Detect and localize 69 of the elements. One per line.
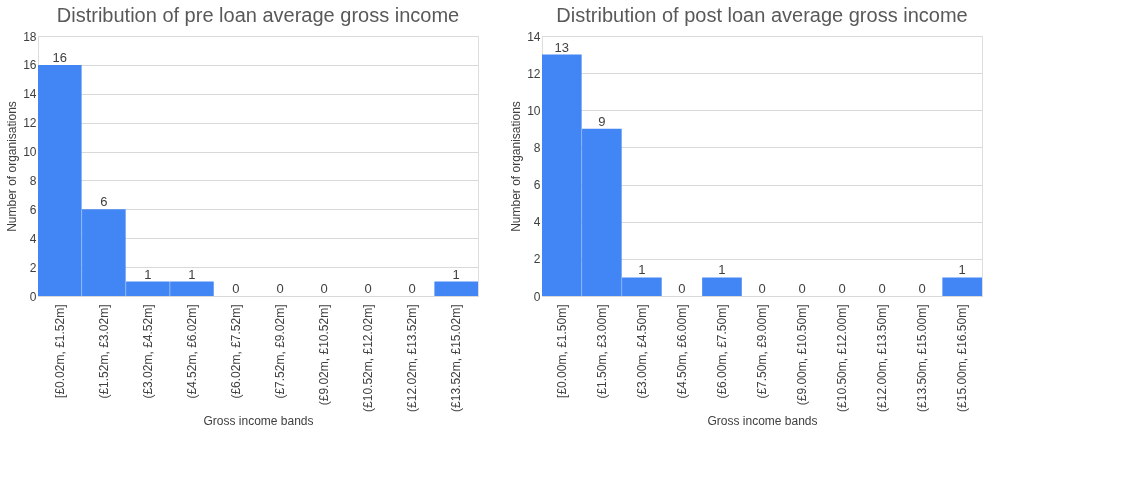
y-tick-label: 8 [533,140,541,155]
y-tick-label: 12 [527,66,541,81]
x-tick-label: (£6.00m, £7.50m] [714,304,729,399]
y-axis-title: Number of organisations [5,101,20,232]
data-label: 0 [758,281,766,296]
data-label: 0 [878,281,886,296]
data-label: 0 [232,281,240,296]
data-label: 13 [554,39,570,55]
bar [942,277,982,296]
data-label: 0 [918,281,926,296]
y-tick-label: 4 [29,231,37,246]
x-tick-label: (£13.52m, £15.02m] [449,304,464,412]
data-label: 1 [718,262,726,278]
x-tick-label: (£6.02m, £7.52m] [228,304,243,399]
x-tick-label: (£13.50m, £15.00m] [915,304,930,412]
data-label: 0 [276,281,284,296]
data-label: 1 [638,262,646,278]
y-tick-label: 2 [29,260,37,275]
data-label: 1 [144,266,152,282]
bar [702,277,742,296]
y-axis-title: Number of organisations [509,101,524,232]
x-tick-label: (£4.52m, £6.02m] [184,304,199,399]
y-tick-label: 4 [533,215,541,230]
x-tick-label: (£12.00m, £13.50m] [875,304,890,412]
y-tick-label: 14 [527,29,541,44]
data-label: 1 [452,266,460,282]
y-tick-label: 14 [23,87,37,102]
data-label: 0 [678,281,686,296]
y-tick-label: 0 [29,289,37,304]
y-tick-label: 8 [29,173,37,188]
x-tick-label: (£9.00m, £10.50m] [795,304,810,406]
data-label: 0 [798,281,806,296]
data-label: 0 [408,281,416,296]
chart-title: Distribution of pre loan average gross income [56,4,460,26]
x-tick-label: (£10.52m, £12.02m] [361,304,376,412]
y-tick-label: 16 [23,58,37,73]
data-label: 1 [958,262,966,278]
x-axis-title: Gross income bands [707,413,818,428]
x-tick-label: (£9.02m, £10.52m] [317,304,332,406]
chart-title: Distribution of post loan average gross income [556,4,968,26]
x-axis-title: Gross income bands [203,413,314,428]
data-label: 1 [188,266,196,282]
x-tick-label: (£7.50m, £9.00m] [755,304,769,399]
x-tick-label: (£10.50m, £12.00m] [835,304,850,412]
x-tick-label: (£12.02m, £13.52m] [405,304,420,412]
x-tick-label: (£1.52m, £3.02m] [96,304,111,399]
data-label: 9 [598,113,606,129]
y-tick-label: 10 [23,145,37,160]
y-tick-label: 0 [533,289,541,304]
data-label: 16 [52,49,68,65]
x-tick-label: (£4.50m, £6.00m] [674,304,689,399]
data-label: 6 [100,194,108,210]
x-tick-label: (£3.02m, £4.52m] [140,304,155,399]
x-tick-label: (£7.52m, £9.02m] [273,304,288,399]
x-tick-label: (£1.50m, £3.00m] [594,304,609,399]
data-label: 0 [320,281,328,296]
x-tick-label: (£3.00m, £4.50m] [634,304,649,399]
data-label: 0 [364,281,372,296]
x-tick-label: [£0.02m, £1.52m] [52,304,67,398]
y-tick-label: 2 [533,252,541,267]
y-tick-label: 6 [533,178,541,193]
y-tick-label: 6 [29,202,37,217]
y-tick-label: 10 [527,103,541,118]
data-label: 0 [838,281,846,296]
y-tick-label: 18 [23,29,37,44]
x-tick-label: (£15.00m, £16.50m] [955,304,970,412]
y-tick-label: 12 [23,116,37,131]
x-tick-label: [£0.00m, £1.50m] [554,304,569,398]
bar [434,281,478,296]
